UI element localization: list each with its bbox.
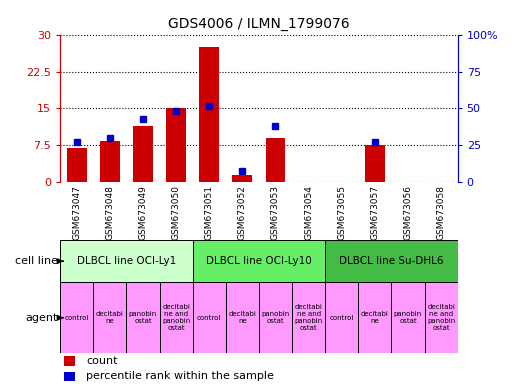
Bar [292, 282, 325, 353]
Title: GDS4006 / ILMN_1799076: GDS4006 / ILMN_1799076 [168, 17, 350, 31]
Bar [259, 282, 292, 353]
Text: count: count [86, 356, 118, 366]
Text: control: control [64, 315, 89, 321]
Text: GSM673055: GSM673055 [337, 185, 346, 240]
Text: GSM673051: GSM673051 [204, 185, 214, 240]
Text: DLBCL line OCI-Ly1: DLBCL line OCI-Ly1 [77, 256, 176, 266]
Text: cell line: cell line [15, 256, 58, 266]
Bar [266, 138, 286, 182]
Text: percentile rank within the sample: percentile rank within the sample [86, 371, 274, 381]
Bar [232, 175, 252, 182]
Text: panobin
ostat: panobin ostat [129, 311, 157, 324]
Bar [425, 282, 458, 353]
Bar [60, 240, 192, 282]
Text: GSM673052: GSM673052 [238, 185, 247, 240]
Text: DLBCL line OCI-Ly10: DLBCL line OCI-Ly10 [206, 256, 312, 266]
Bar [67, 148, 87, 182]
Bar [133, 126, 153, 182]
Bar [93, 282, 127, 353]
Bar [199, 47, 219, 182]
Bar [100, 141, 120, 182]
Bar [192, 240, 325, 282]
Text: GSM673048: GSM673048 [105, 185, 115, 240]
Bar [365, 146, 385, 182]
Bar [192, 282, 226, 353]
Bar [226, 282, 259, 353]
Text: DLBCL line Su-DHL6: DLBCL line Su-DHL6 [339, 256, 444, 266]
Text: control: control [197, 315, 221, 321]
Text: decitabi
ne and
panobin
ostat: decitabi ne and panobin ostat [294, 304, 323, 331]
Bar [391, 282, 425, 353]
Bar [64, 356, 75, 366]
Text: GSM673047: GSM673047 [72, 185, 81, 240]
Bar [325, 240, 458, 282]
Text: GSM673057: GSM673057 [370, 185, 379, 240]
Bar [64, 372, 75, 381]
Text: decitabi
ne and
panobin
ostat: decitabi ne and panobin ostat [162, 304, 190, 331]
Text: GSM673058: GSM673058 [437, 185, 446, 240]
Bar [127, 282, 160, 353]
Bar [166, 109, 186, 182]
Text: decitabi
ne and
panobin
ostat: decitabi ne and panobin ostat [427, 304, 455, 331]
Bar [60, 282, 93, 353]
Text: GSM673056: GSM673056 [403, 185, 413, 240]
Bar [358, 282, 391, 353]
Text: decitabi
ne: decitabi ne [229, 311, 256, 324]
Bar [160, 282, 192, 353]
Text: decitabi
ne: decitabi ne [96, 311, 124, 324]
Text: agent: agent [26, 313, 58, 323]
Text: GSM673049: GSM673049 [139, 185, 147, 240]
Bar [325, 282, 358, 353]
Text: decitabi
ne: decitabi ne [361, 311, 389, 324]
Text: GSM673053: GSM673053 [271, 185, 280, 240]
Text: control: control [329, 315, 354, 321]
Text: panobin
ostat: panobin ostat [262, 311, 290, 324]
Text: GSM673050: GSM673050 [172, 185, 180, 240]
Text: GSM673054: GSM673054 [304, 185, 313, 240]
Text: panobin
ostat: panobin ostat [394, 311, 422, 324]
